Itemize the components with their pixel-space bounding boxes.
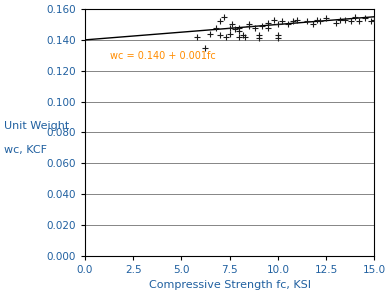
Point [240,33,246,38]
Point [294,17,300,22]
Point [371,17,378,22]
Point [290,19,296,24]
Point [352,14,358,19]
Point [242,34,248,39]
Point [342,17,349,22]
Point [232,27,239,32]
Point [236,25,242,30]
Point [317,19,323,24]
Point [265,20,271,25]
Point [259,23,266,28]
Point [271,17,277,22]
Point [362,16,368,21]
Point [217,19,223,24]
Point [227,25,233,30]
Point [223,34,229,39]
Point [236,28,242,33]
Point [256,33,262,38]
X-axis label: Compressive Strength fᴄ, KSI: Compressive Strength fᴄ, KSI [149,281,311,290]
Point [221,14,227,19]
Point [252,25,258,30]
Text: wᴄ = 0.140 + 0.001fᴄ: wᴄ = 0.140 + 0.001fᴄ [110,51,216,61]
Point [348,19,354,24]
Point [337,17,343,22]
Point [279,19,285,24]
Point [367,19,374,24]
Point [275,22,281,27]
Point [304,19,310,24]
Point [207,31,213,36]
Point [246,22,252,27]
Point [275,36,281,41]
Point [236,34,242,39]
Text: wᴄ, KCF: wᴄ, KCF [4,145,47,156]
Point [265,25,271,30]
Point [256,36,262,41]
Point [313,17,320,22]
Point [201,45,208,50]
Point [356,19,362,24]
Point [194,34,200,39]
Point [213,25,219,30]
Point [227,31,233,36]
Point [275,33,281,38]
Point [229,22,235,27]
Point [284,22,291,27]
Point [246,23,252,28]
Point [310,22,316,27]
Point [333,20,339,25]
Text: Unit Weight: Unit Weight [4,121,69,132]
Point [217,33,223,38]
Point [323,16,329,21]
